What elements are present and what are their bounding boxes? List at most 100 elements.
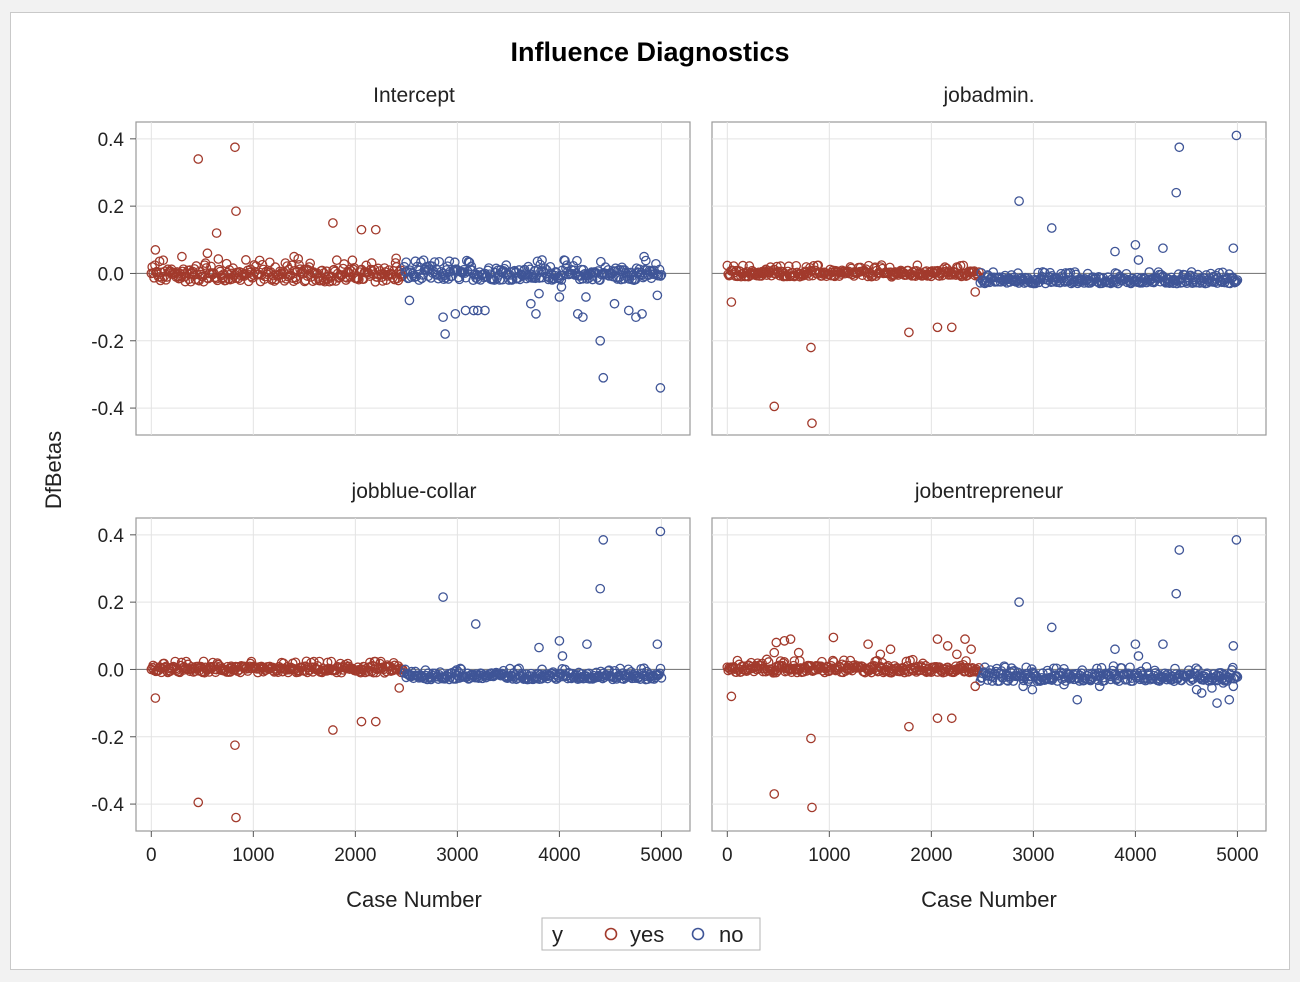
data-point: [1231, 276, 1242, 287]
data-point: [961, 656, 971, 666]
data-point: [761, 654, 772, 665]
data-point: [873, 666, 884, 677]
data-point: [193, 797, 204, 808]
data-point: [1193, 665, 1203, 675]
data-point: [1046, 223, 1057, 233]
data-point: [301, 656, 312, 667]
data-point: [779, 635, 790, 646]
data-point: [221, 258, 232, 269]
y-tick-label: -0.4: [91, 795, 124, 816]
legend: y yes no: [541, 917, 761, 951]
data-point: [652, 639, 663, 650]
data-point: [639, 251, 649, 262]
data-point: [370, 224, 381, 235]
data-point: [654, 264, 665, 275]
data-point: [769, 401, 780, 412]
data-point: [1171, 588, 1182, 599]
x-tick-label: 0: [722, 845, 733, 866]
chart-frame: Influence Diagnostics DfBetas Intercept …: [10, 12, 1290, 970]
data-point: [797, 269, 808, 280]
data-point: [1133, 255, 1144, 265]
data-point: [391, 253, 402, 264]
x-tick-label: 3000: [436, 845, 478, 866]
data-point: [353, 273, 363, 284]
data-point: [353, 274, 364, 285]
data-point: [1174, 545, 1185, 555]
data-point: [1232, 672, 1243, 682]
x-tick-label: 5000: [640, 845, 682, 866]
data-point: [556, 275, 567, 285]
data-point: [726, 297, 737, 307]
data-point: [932, 322, 943, 333]
data-point: [824, 666, 835, 677]
legend-marker-no: [691, 927, 705, 941]
data-point: [483, 263, 494, 273]
data-point: [331, 255, 342, 266]
data-point: [1151, 674, 1162, 684]
data-point: [264, 257, 275, 268]
data-point: [807, 418, 817, 429]
data-point: [946, 713, 957, 724]
data-point: [1065, 267, 1076, 278]
data-point: [932, 667, 943, 677]
data-point: [534, 642, 544, 653]
data-point: [1027, 684, 1038, 695]
data-point: [1158, 243, 1168, 254]
data-point: [557, 651, 568, 661]
data-point: [1231, 671, 1242, 681]
data-point: [200, 258, 211, 269]
data-point: [1186, 267, 1197, 277]
panel-jobblue-collar: jobblue-collar -0.4 -0.2 0.0 0.2 0.4 0 1000 200…: [91, 480, 691, 866]
data-point: [158, 255, 169, 266]
data-point: [480, 305, 490, 316]
data-point: [656, 269, 667, 280]
data-point: [1212, 698, 1222, 708]
data-point: [286, 260, 297, 271]
data-point: [607, 271, 618, 282]
data-point: [1048, 663, 1059, 674]
data-point: [537, 255, 547, 265]
y-tick-label: 0.2: [98, 593, 124, 614]
data-point: [1232, 275, 1243, 285]
data-point: [440, 329, 450, 339]
data-point: [769, 647, 780, 658]
legend-label-no: no: [719, 922, 743, 947]
data-point: [572, 255, 582, 266]
influence-diagnostics-chart: Influence Diagnostics DfBetas Intercept …: [41, 37, 1267, 951]
data-point: [1110, 644, 1120, 655]
data-point: [328, 725, 338, 735]
y-tick-label: 0.4: [98, 130, 125, 151]
data-point: [932, 713, 943, 724]
data-point: [1170, 663, 1180, 674]
data-point: [610, 263, 621, 274]
y-tick-label: 0.4: [98, 526, 125, 547]
x-axis-label-right: Case Number: [921, 887, 1057, 912]
data-point: [1014, 196, 1024, 206]
data-point: [960, 634, 970, 645]
data-point: [192, 269, 203, 280]
data-point: [545, 261, 556, 272]
data-point: [904, 721, 914, 732]
data-point: [655, 526, 666, 537]
data-point: [356, 716, 367, 727]
data-point: [539, 263, 550, 274]
legend-title: y: [552, 922, 563, 947]
data-point: [863, 639, 873, 650]
data-point: [450, 308, 461, 319]
data-point: [609, 298, 620, 309]
data-point: [1214, 267, 1224, 278]
data-point: [1133, 651, 1144, 661]
y-axis-label: DfBetas: [41, 431, 66, 509]
x-tick-label: 0: [146, 845, 157, 866]
data-point: [1130, 639, 1141, 650]
data-point: [1228, 681, 1239, 692]
data-point: [444, 256, 455, 267]
chart-title: Influence Diagnostics: [510, 37, 789, 67]
data-point: [1021, 662, 1032, 673]
data-point: [623, 305, 634, 316]
data-point: [230, 142, 240, 153]
data-point: [339, 259, 349, 269]
data-point: [655, 663, 666, 674]
data-point: [1079, 278, 1089, 288]
data-point: [211, 228, 222, 238]
